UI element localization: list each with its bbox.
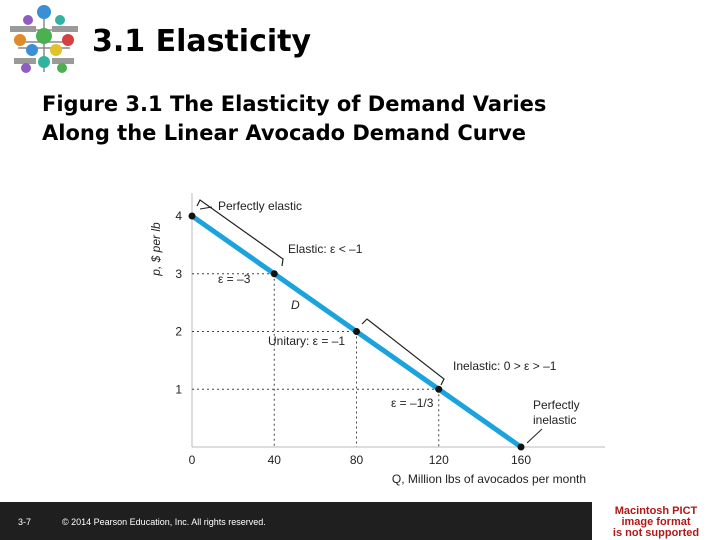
unsupported-image-placeholder: Macintosh PICT image format is not suppo… [592, 502, 720, 540]
slide-footer: 3-7 © 2014 Pearson Education, Inc. All r… [0, 502, 592, 540]
unitary-label: Unitary: ε = –1 [268, 334, 345, 348]
inelastic-label: Inelastic: 0 > ε > –1 [453, 359, 557, 373]
y-tick-label-2: 3 [175, 267, 182, 281]
x-axis-label: Q, Million lbs of avocados per month [392, 472, 586, 486]
x-tick-label-0: 0 [189, 453, 196, 467]
image-notice-line-2: image format [621, 516, 691, 528]
y-axis-label: p, $ per lb [149, 222, 163, 277]
epsilon-minus-third-label: ε = –1/3 [391, 396, 434, 410]
perfectly-elastic-label: Perfectly elastic [218, 199, 302, 213]
molecule-logo-icon [10, 5, 78, 73]
image-notice-line-1: Macintosh PICT [614, 505, 698, 517]
figure-caption: Figure 3.1 The Elasticity of Demand Vari… [42, 90, 546, 148]
copyright-notice: © 2014 Pearson Education, Inc. All right… [62, 517, 266, 527]
figure-caption-line-2: Along the Linear Avocado Demand Curve [42, 121, 527, 145]
perfectly-inelastic-pointer [526, 428, 543, 444]
figure-caption-line-1: Figure 3.1 The Elasticity of Demand Vari… [42, 92, 547, 116]
x-tick-label-1: 40 [268, 453, 282, 467]
elastic-label: Elastic: ε < –1 [288, 242, 363, 256]
x-tick-label-2: 80 [350, 453, 364, 467]
demand-elasticity-chart: 0 40 80 120 160 1 2 3 4 p, $ per lb Q, Million l… [149, 193, 605, 486]
perfectly-elastic-pointer [199, 206, 213, 210]
data-point-3 [435, 385, 443, 393]
image-notice-line-3: is not supported [612, 527, 700, 539]
epsilon-minus-3-label: ε = –3 [218, 272, 251, 286]
data-point-2 [353, 328, 360, 335]
data-points [188, 212, 525, 451]
slide-title: 3.1 Elasticity [92, 24, 312, 59]
perfectly-inelastic-label-1: Perfectly [533, 398, 580, 412]
elastic-bracket [196, 199, 284, 267]
demand-curve-label: D [291, 298, 300, 312]
tick-labels: 0 40 80 120 160 1 2 3 4 [175, 209, 531, 467]
inelastic-bracket [361, 318, 445, 386]
data-point-1 [270, 270, 278, 278]
y-tick-label-3: 4 [175, 209, 182, 223]
data-point-0 [188, 212, 196, 220]
x-tick-label-4: 160 [511, 453, 531, 467]
x-tick-label-3: 120 [429, 453, 449, 467]
perfectly-inelastic-label-2: inelastic [533, 413, 576, 427]
page-number: 3-7 [18, 517, 32, 527]
guide-lines [192, 273, 440, 447]
y-tick-label-1: 2 [175, 325, 182, 339]
data-point-4 [517, 443, 525, 451]
y-tick-label-0: 1 [175, 382, 182, 396]
